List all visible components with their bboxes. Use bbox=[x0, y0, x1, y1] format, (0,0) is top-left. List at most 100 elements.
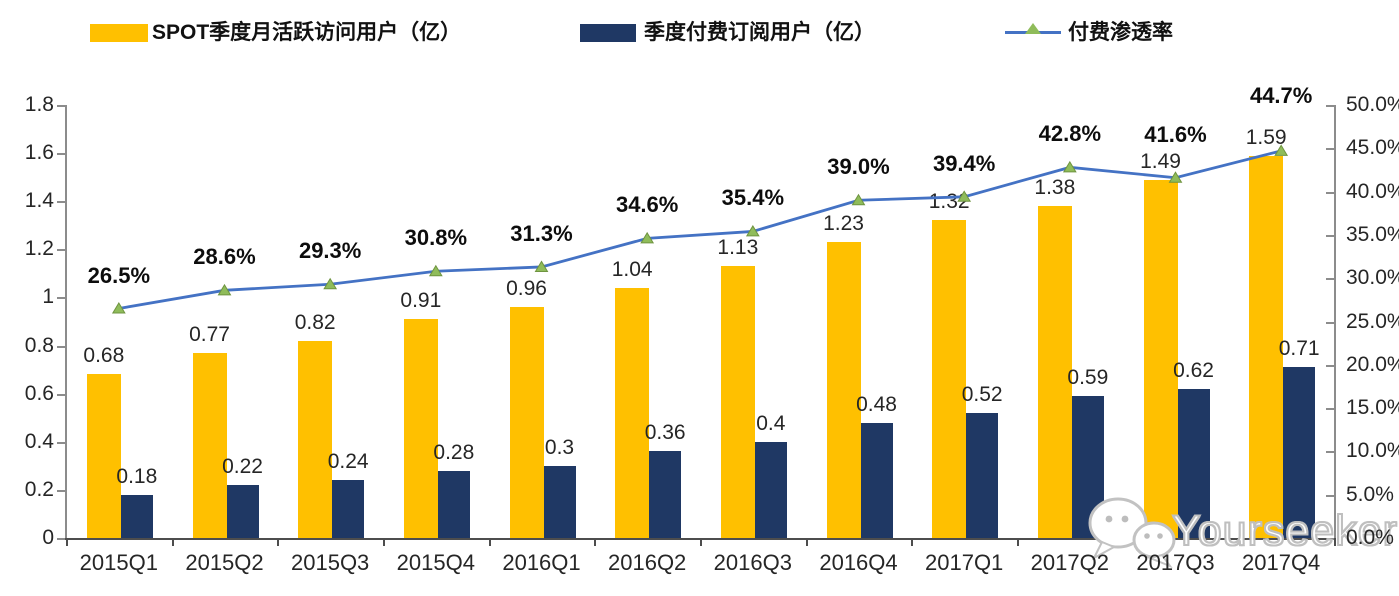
x-axis-tick bbox=[383, 538, 385, 546]
y-axis-left-tick bbox=[57, 249, 65, 252]
triangle-marker-icon bbox=[217, 283, 232, 296]
subs-value-label: 0.59 bbox=[1067, 366, 1109, 390]
subs-bar-2015Q3 bbox=[332, 480, 365, 538]
y-axis-right-tick bbox=[1326, 451, 1334, 454]
x-axis-tick bbox=[488, 538, 491, 546]
y-axis-left-tick bbox=[57, 345, 65, 348]
x-axis-tick bbox=[171, 538, 174, 546]
mau-value-label: 0.96 bbox=[506, 277, 547, 301]
y-axis-right-tick-label: 5.0% bbox=[1346, 482, 1394, 506]
subs-value-label: 0.4 bbox=[756, 411, 786, 435]
y-axis-right-tick bbox=[1326, 364, 1334, 367]
penetration-percent-label: 29.3% bbox=[298, 238, 362, 264]
subs-bar-2017Q1 bbox=[966, 412, 999, 538]
penetration-percent-label: 28.6% bbox=[193, 244, 256, 270]
mau-bar-2015Q1 bbox=[86, 374, 121, 538]
mau-value-label: 1.23 bbox=[823, 212, 864, 236]
y-axis-right-line bbox=[1334, 105, 1336, 538]
y-axis-left-tick-label: 0 bbox=[42, 526, 54, 549]
y-axis-left-tick bbox=[57, 297, 65, 300]
triangle-marker-icon bbox=[1062, 160, 1077, 173]
mau-bar-2015Q2 bbox=[192, 352, 227, 538]
y-axis-left-line bbox=[65, 105, 67, 538]
mau-value-label: 1.04 bbox=[611, 257, 653, 281]
x-axis-tick bbox=[66, 538, 68, 546]
y-axis-right-tick bbox=[1326, 148, 1334, 151]
mau-value-label: 0.68 bbox=[83, 344, 125, 368]
x-axis-label: 2015Q2 bbox=[185, 550, 264, 575]
x-axis-tick bbox=[1017, 538, 1019, 546]
mau-value-label: 1.38 bbox=[1034, 176, 1076, 200]
legend-triangle-marker-icon bbox=[1025, 23, 1041, 34]
x-axis-label: 2016Q2 bbox=[608, 550, 687, 575]
x-axis-tick bbox=[594, 538, 597, 546]
x-axis-label: 2017Q2 bbox=[1030, 550, 1109, 575]
y-axis-right-tick-label: 25.0% bbox=[1346, 309, 1399, 333]
triangle-marker-icon bbox=[534, 260, 549, 272]
y-axis-left-tick-label: 1.2 bbox=[24, 237, 54, 261]
mau-bar-2015Q4 bbox=[403, 319, 438, 538]
legend-label-mau: SPOT季度月活跃访问用户（亿） bbox=[152, 21, 462, 44]
mau-value-label: 1.32 bbox=[928, 190, 970, 214]
x-axis-label: 2016Q3 bbox=[713, 550, 792, 575]
subs-bar-2017Q4 bbox=[1283, 367, 1316, 538]
mau-value-label: 1.13 bbox=[717, 236, 759, 260]
y-axis-left-tick-label: 1.8 bbox=[24, 93, 54, 116]
watermark: Yourseeker bbox=[1086, 494, 1399, 574]
subs-bar-2016Q3 bbox=[754, 441, 787, 538]
y-axis-right-tick-label: 50.0% bbox=[1346, 93, 1399, 116]
y-axis-left-tick-label: 1 bbox=[42, 285, 54, 309]
subs-bar-2015Q2 bbox=[226, 485, 259, 538]
subs-bar-2016Q4 bbox=[860, 422, 893, 538]
penetration-percent-label: 39.0% bbox=[827, 154, 890, 180]
x-axis-label: 2015Q1 bbox=[79, 550, 158, 575]
penetration-percent-label: 42.8% bbox=[1038, 121, 1102, 147]
y-axis-left-tick bbox=[57, 105, 65, 107]
y-axis-left-tick bbox=[57, 153, 65, 156]
subs-value-label: 0.22 bbox=[222, 455, 263, 479]
triangle-marker-icon bbox=[111, 302, 126, 314]
y-axis-right-tick bbox=[1326, 234, 1334, 237]
penetration-percent-label: 34.6% bbox=[615, 192, 679, 218]
legend-label-penetration: 付费渗透率 bbox=[1068, 21, 1173, 44]
x-axis-label: 2017Q4 bbox=[1242, 550, 1321, 575]
penetration-percent-label: 26.5% bbox=[87, 262, 151, 288]
y-axis-right-tick-label: 35.0% bbox=[1346, 222, 1399, 246]
mau-value-label: 0.91 bbox=[400, 289, 442, 313]
legend-swatch-subs bbox=[580, 24, 636, 42]
x-axis-label: 2015Q4 bbox=[396, 550, 475, 575]
subs-bar-2015Q1 bbox=[120, 494, 153, 538]
x-axis-label: 2015Q3 bbox=[291, 550, 370, 575]
y-axis-right-tick-label: 0.0% bbox=[1346, 526, 1394, 549]
mau-bar-2016Q2 bbox=[615, 287, 650, 538]
x-axis-tick bbox=[805, 538, 808, 546]
y-axis-right-tick-label: 40.0% bbox=[1346, 179, 1399, 203]
mau-value-label: 0.77 bbox=[189, 322, 230, 346]
x-axis-label: 2016Q4 bbox=[819, 550, 898, 575]
subs-value-label: 0.3 bbox=[544, 435, 575, 459]
y-axis-right-tick-label: 30.0% bbox=[1346, 266, 1399, 290]
subs-value-label: 0.48 bbox=[856, 392, 897, 416]
penetration-percent-label: 41.6% bbox=[1144, 121, 1207, 147]
y-axis-left-tick-label: 1.4 bbox=[24, 189, 54, 213]
x-axis-tick bbox=[277, 538, 280, 546]
y-axis-left-tick-label: 0.4 bbox=[24, 429, 54, 453]
y-axis-left-tick-label: 0.8 bbox=[24, 333, 54, 357]
penetration-percent-label: 35.4% bbox=[721, 185, 785, 211]
mau-value-label: 1.49 bbox=[1140, 149, 1181, 173]
penetration-percent-label: 30.8% bbox=[404, 225, 468, 251]
y-axis-right-tick-label: 45.0% bbox=[1346, 136, 1399, 160]
subs-value-label: 0.71 bbox=[1278, 337, 1320, 361]
subs-value-label: 0.18 bbox=[116, 464, 158, 488]
mau-bar-2016Q1 bbox=[509, 307, 544, 538]
x-axis-label: 2017Q1 bbox=[925, 550, 1004, 575]
penetration-percent-label: 39.4% bbox=[932, 150, 996, 176]
y-axis-right-tick-label: 10.0% bbox=[1346, 439, 1399, 463]
subs-bar-2016Q2 bbox=[649, 451, 682, 538]
penetration-percent-label: 31.3% bbox=[510, 220, 573, 246]
y-axis-right-tick-label: 15.0% bbox=[1346, 396, 1399, 420]
subs-value-label: 0.28 bbox=[433, 440, 475, 464]
y-axis-left-tick-label: 0.6 bbox=[24, 381, 54, 405]
y-axis-right-tick-label: 20.0% bbox=[1346, 352, 1399, 376]
